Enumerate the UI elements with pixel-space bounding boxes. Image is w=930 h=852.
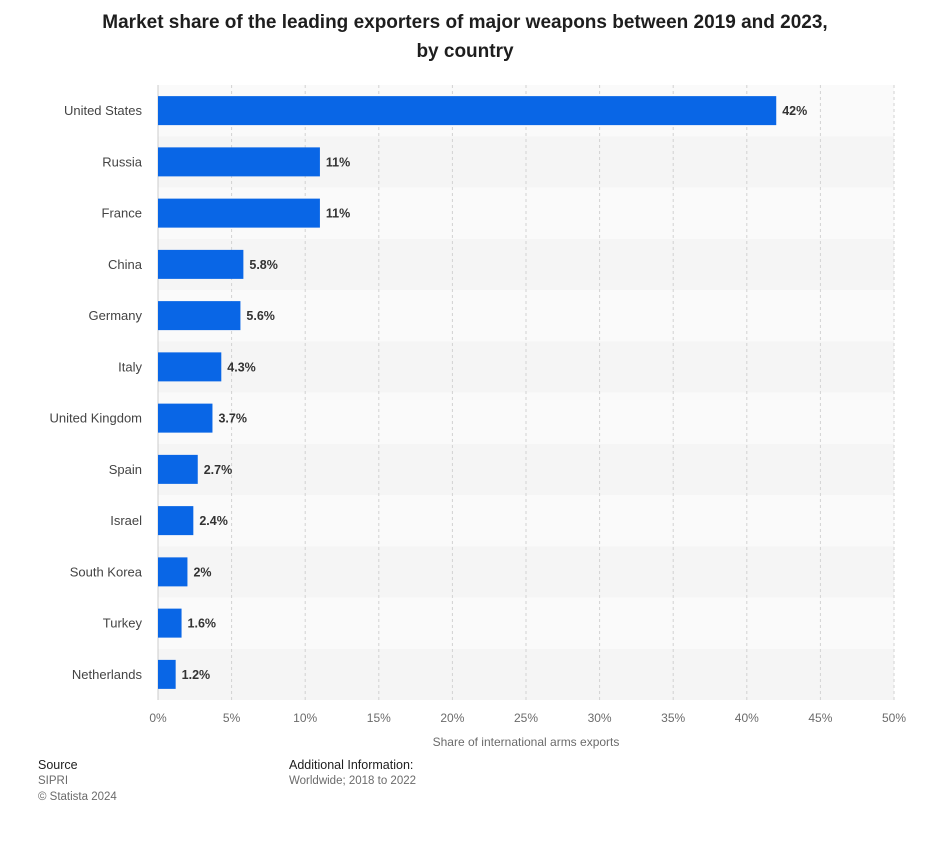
data-label: 2.7% bbox=[204, 463, 233, 477]
chart-title: Market share of the leading exporters of… bbox=[0, 8, 930, 66]
bar bbox=[158, 608, 182, 638]
row-band bbox=[158, 341, 894, 393]
data-label: 2.4% bbox=[199, 514, 228, 528]
chart-title-line-1: Market share of the leading exporters of… bbox=[102, 12, 828, 33]
bar bbox=[158, 506, 194, 536]
x-tick-label: 50% bbox=[882, 711, 906, 725]
category-label: Italy bbox=[118, 359, 142, 374]
data-label: 42% bbox=[782, 104, 807, 118]
data-label: 11% bbox=[326, 207, 350, 221]
data-label: 3.7% bbox=[218, 412, 247, 426]
bar bbox=[158, 249, 244, 279]
x-tick-label: 20% bbox=[440, 711, 464, 725]
x-tick-label: 35% bbox=[661, 711, 685, 725]
x-tick-label: 45% bbox=[808, 711, 832, 725]
data-label: 1.2% bbox=[182, 668, 211, 682]
additional-info-heading: Additional Information: bbox=[289, 758, 414, 772]
category-label: China bbox=[108, 257, 143, 272]
data-label: 1.6% bbox=[188, 617, 217, 631]
copyright: © Statista 2024 bbox=[38, 791, 117, 803]
x-tick-label: 40% bbox=[735, 711, 759, 725]
x-tick-label: 30% bbox=[588, 711, 612, 725]
data-label: 2% bbox=[193, 565, 211, 579]
data-label: 4.3% bbox=[227, 360, 256, 374]
x-tick-label: 10% bbox=[293, 711, 317, 725]
source-name: SIPRI bbox=[38, 775, 69, 787]
category-label: United States bbox=[64, 103, 143, 118]
data-label: 11% bbox=[326, 155, 350, 169]
row-band bbox=[158, 392, 894, 444]
bar bbox=[158, 147, 320, 177]
bar bbox=[158, 96, 777, 126]
x-axis-title: Share of international arms exports bbox=[433, 735, 620, 749]
bar bbox=[158, 352, 222, 382]
category-label: Israel bbox=[110, 513, 142, 528]
category-label: France bbox=[102, 206, 142, 221]
category-label: United Kingdom bbox=[50, 411, 143, 426]
additional-info-block: Additional Information: Worldwide; 2018 … bbox=[289, 757, 416, 789]
x-tick-label: 0% bbox=[149, 711, 167, 725]
category-label: Spain bbox=[109, 462, 142, 477]
data-label: 5.6% bbox=[246, 309, 275, 323]
bar bbox=[158, 198, 320, 228]
category-label: Russia bbox=[102, 154, 143, 169]
chart-title-line-2: by country bbox=[416, 41, 514, 62]
bar bbox=[158, 454, 198, 484]
category-label: Germany bbox=[89, 308, 143, 323]
bar bbox=[158, 301, 241, 331]
category-label: Turkey bbox=[103, 616, 143, 631]
bar bbox=[158, 403, 213, 433]
x-tick-label: 25% bbox=[514, 711, 538, 725]
additional-info-text: Worldwide; 2018 to 2022 bbox=[289, 775, 417, 787]
category-label: South Korea bbox=[70, 564, 143, 579]
bar bbox=[158, 659, 176, 689]
row-band bbox=[158, 495, 894, 547]
source-block: Source SIPRI © Statista 2024 bbox=[38, 757, 117, 805]
source-heading: Source bbox=[38, 758, 78, 772]
data-label: 5.8% bbox=[249, 258, 278, 272]
x-tick-label: 15% bbox=[367, 711, 391, 725]
row-band bbox=[158, 597, 894, 649]
bar bbox=[158, 557, 188, 587]
x-tick-label: 5% bbox=[223, 711, 241, 725]
category-label: Netherlands bbox=[72, 667, 143, 682]
